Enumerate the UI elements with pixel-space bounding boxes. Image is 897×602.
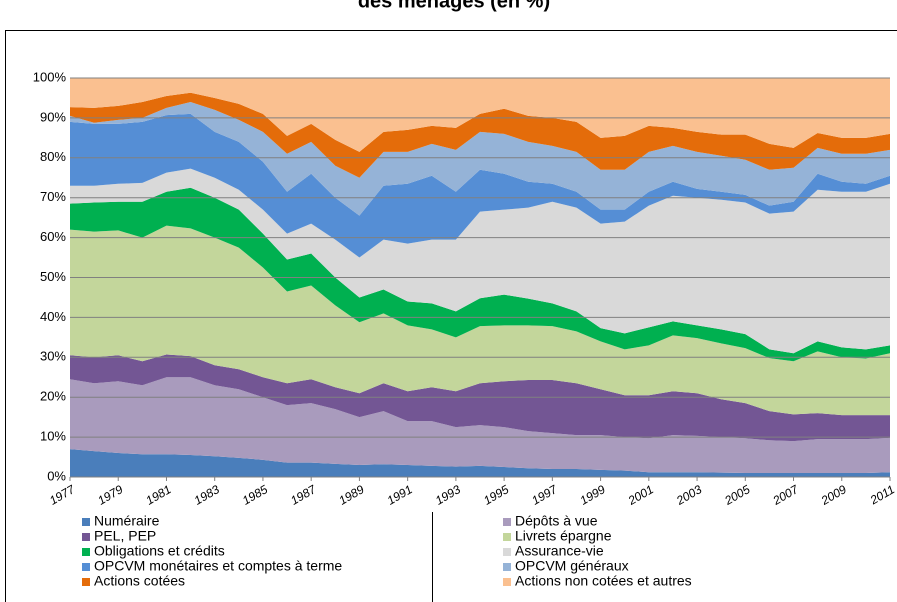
legend-swatch bbox=[82, 548, 90, 556]
legend-label: OPCVM généraux bbox=[515, 558, 629, 574]
area bbox=[70, 101, 890, 216]
y-tick-label: 60% bbox=[40, 229, 66, 244]
area bbox=[70, 78, 890, 152]
legend-swatch bbox=[503, 518, 511, 526]
legend-label: Obligations et crédits bbox=[94, 543, 225, 559]
y-tick-label: 70% bbox=[40, 189, 66, 204]
x-tick-label: 1991 bbox=[385, 482, 415, 507]
x-tick-label: 1999 bbox=[578, 482, 608, 508]
x-tick-label: 1997 bbox=[529, 482, 560, 508]
x-tick-label: 1979 bbox=[95, 482, 125, 508]
x-tick-label: 2009 bbox=[818, 482, 849, 508]
area bbox=[70, 92, 890, 178]
legend-label: PEL, PEP bbox=[94, 528, 156, 544]
legend-swatch bbox=[503, 548, 511, 556]
y-tick-label: 90% bbox=[40, 109, 66, 124]
x-tick-label: 1977 bbox=[47, 482, 78, 508]
legend-swatch bbox=[503, 563, 511, 571]
legend-swatch bbox=[503, 578, 511, 586]
y-tick-label: 100% bbox=[33, 69, 67, 84]
area bbox=[70, 225, 890, 416]
y-tick-label: 40% bbox=[40, 309, 66, 324]
area bbox=[70, 449, 890, 477]
x-tick-label: 1985 bbox=[240, 482, 270, 508]
chart-title: des ménages (en %) bbox=[358, 0, 550, 12]
x-tick-label: 1995 bbox=[481, 482, 511, 508]
legend-swatch bbox=[82, 563, 90, 571]
y-tick-label: 30% bbox=[40, 349, 66, 364]
y-tick-label: 80% bbox=[40, 149, 66, 164]
legend-swatch bbox=[82, 533, 90, 541]
x-tick-label: 1983 bbox=[192, 482, 222, 508]
y-tick-label: 10% bbox=[40, 429, 66, 444]
area bbox=[70, 168, 890, 354]
x-tick-label: 2003 bbox=[673, 482, 704, 508]
x-tick-label: 2011 bbox=[867, 482, 897, 508]
legend-swatch bbox=[82, 578, 90, 586]
area bbox=[70, 113, 890, 258]
legend-label: Dépôts à vue bbox=[515, 513, 598, 529]
chart-frame bbox=[5, 30, 897, 602]
x-tick-label: 1987 bbox=[288, 482, 319, 508]
legend-label: Actions cotées bbox=[94, 573, 185, 589]
legend-swatch bbox=[503, 533, 511, 541]
x-tick-label: 1993 bbox=[433, 482, 463, 508]
legend-label: Livrets épargne bbox=[515, 528, 612, 544]
x-tick-label: 1981 bbox=[143, 482, 173, 507]
x-tick-label: 2007 bbox=[770, 482, 802, 509]
legend-label: OPCVM monétaires et comptes à terme bbox=[94, 558, 342, 574]
y-tick-label: 0% bbox=[47, 468, 66, 483]
x-tick-label: 1989 bbox=[336, 482, 366, 508]
legend-label: Assurance-vie bbox=[515, 543, 604, 559]
legend-label: Actions non cotées et autres bbox=[515, 573, 692, 589]
legend-swatch bbox=[82, 518, 90, 526]
area bbox=[70, 187, 890, 362]
x-tick-label: 2005 bbox=[721, 482, 752, 508]
y-tick-label: 50% bbox=[40, 269, 66, 284]
x-tick-label: 2001 bbox=[625, 482, 656, 508]
area bbox=[70, 354, 890, 442]
legend-label: Numéraire bbox=[94, 513, 160, 529]
y-tick-label: 20% bbox=[40, 389, 66, 404]
